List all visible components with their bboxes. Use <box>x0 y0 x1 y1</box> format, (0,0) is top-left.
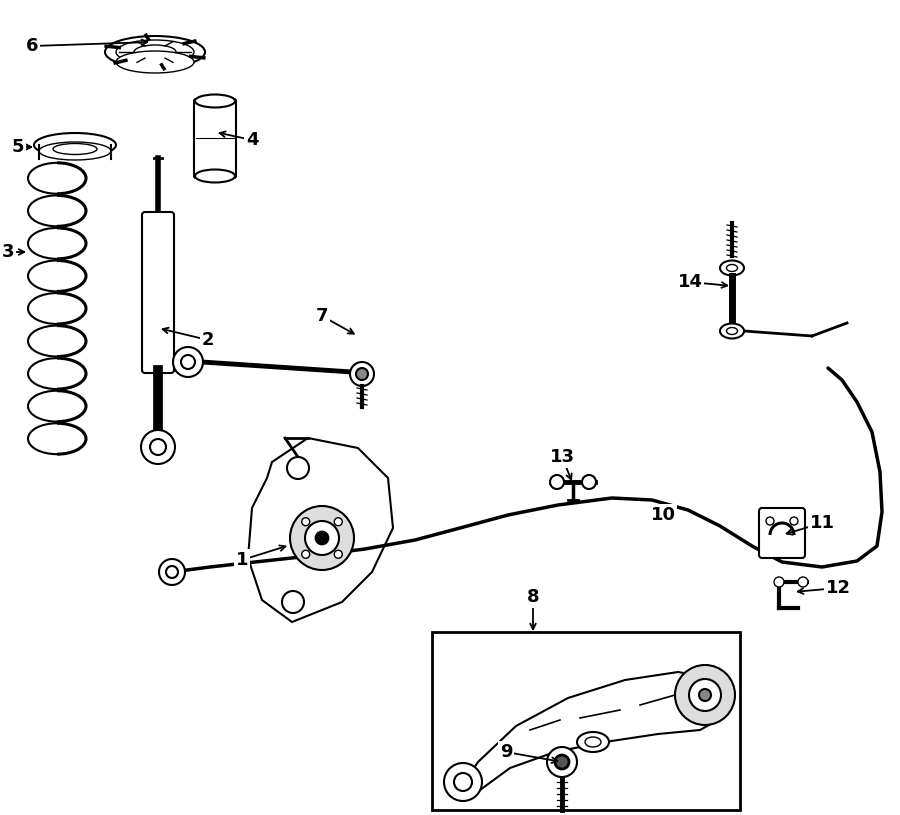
Circle shape <box>287 457 309 479</box>
Ellipse shape <box>577 732 609 752</box>
Ellipse shape <box>720 261 744 275</box>
Ellipse shape <box>39 142 111 160</box>
Text: 4: 4 <box>246 131 258 149</box>
Text: 12: 12 <box>825 579 850 597</box>
Text: 6: 6 <box>26 37 39 55</box>
Ellipse shape <box>726 328 737 334</box>
Ellipse shape <box>116 40 194 64</box>
Ellipse shape <box>116 51 194 73</box>
Ellipse shape <box>195 170 235 183</box>
Text: 9: 9 <box>500 743 512 761</box>
Circle shape <box>302 518 310 526</box>
Circle shape <box>454 773 472 791</box>
Circle shape <box>766 517 774 525</box>
Circle shape <box>159 559 185 585</box>
Circle shape <box>334 518 342 526</box>
Circle shape <box>675 665 735 725</box>
Circle shape <box>282 591 304 613</box>
Polygon shape <box>248 438 393 622</box>
Circle shape <box>181 355 195 369</box>
Text: 1: 1 <box>236 551 248 569</box>
Circle shape <box>166 566 178 578</box>
Circle shape <box>798 577 808 587</box>
Circle shape <box>356 368 368 380</box>
Text: 3: 3 <box>2 243 14 261</box>
Circle shape <box>444 763 482 801</box>
Circle shape <box>550 475 564 489</box>
Circle shape <box>774 577 784 587</box>
FancyBboxPatch shape <box>759 508 805 558</box>
FancyBboxPatch shape <box>142 212 174 373</box>
Circle shape <box>699 689 711 701</box>
FancyBboxPatch shape <box>194 99 236 178</box>
Ellipse shape <box>720 324 744 338</box>
Ellipse shape <box>53 143 97 155</box>
Circle shape <box>790 517 798 525</box>
Bar <box>432 632 740 810</box>
Circle shape <box>334 550 342 558</box>
Text: 10: 10 <box>651 506 676 524</box>
Text: 11: 11 <box>809 514 834 532</box>
Circle shape <box>173 347 203 377</box>
Circle shape <box>305 521 339 555</box>
Circle shape <box>350 362 374 386</box>
Text: 8: 8 <box>526 588 539 606</box>
Circle shape <box>150 439 166 455</box>
Text: 7: 7 <box>316 307 328 325</box>
Circle shape <box>555 755 569 769</box>
Ellipse shape <box>105 36 205 68</box>
Text: 2: 2 <box>202 331 214 349</box>
Circle shape <box>582 475 596 489</box>
Text: 5: 5 <box>12 138 24 156</box>
Circle shape <box>689 679 721 711</box>
Text: 13: 13 <box>550 448 574 466</box>
Circle shape <box>547 747 577 777</box>
Ellipse shape <box>585 737 601 747</box>
Ellipse shape <box>726 265 737 271</box>
Circle shape <box>141 430 175 464</box>
Circle shape <box>316 532 328 544</box>
Circle shape <box>302 550 310 558</box>
Ellipse shape <box>34 133 116 157</box>
Ellipse shape <box>195 95 235 108</box>
Ellipse shape <box>134 45 176 59</box>
Circle shape <box>290 506 354 570</box>
Polygon shape <box>458 672 728 792</box>
Text: 14: 14 <box>678 273 703 291</box>
